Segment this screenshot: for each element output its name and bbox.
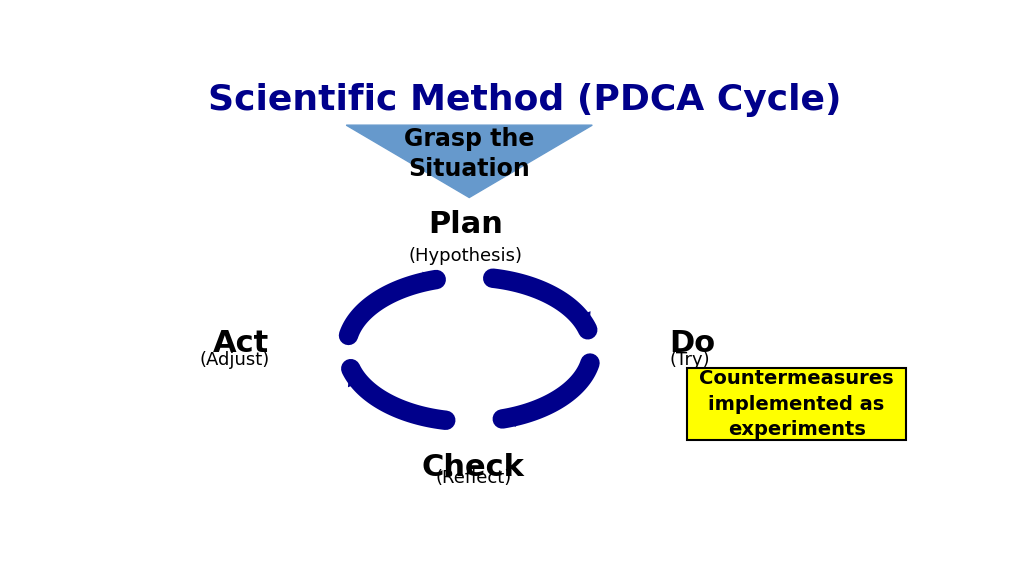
Text: Plan: Plan (428, 210, 503, 238)
FancyBboxPatch shape (687, 368, 906, 440)
Text: (Adjust): (Adjust) (199, 351, 269, 369)
Text: Countermeasures
implemented as
experiments: Countermeasures implemented as experimen… (699, 369, 894, 439)
Text: Grasp the
Situation: Grasp the Situation (404, 127, 535, 181)
Text: Do: Do (670, 329, 716, 358)
Polygon shape (346, 125, 592, 198)
Text: (Hypothesis): (Hypothesis) (409, 247, 522, 265)
Text: Scientific Method (PDCA Cycle): Scientific Method (PDCA Cycle) (208, 83, 842, 117)
Text: (Try): (Try) (670, 351, 710, 369)
Text: (Reflect): (Reflect) (435, 469, 511, 487)
Text: Act: Act (213, 329, 269, 358)
Text: Check: Check (422, 453, 524, 482)
